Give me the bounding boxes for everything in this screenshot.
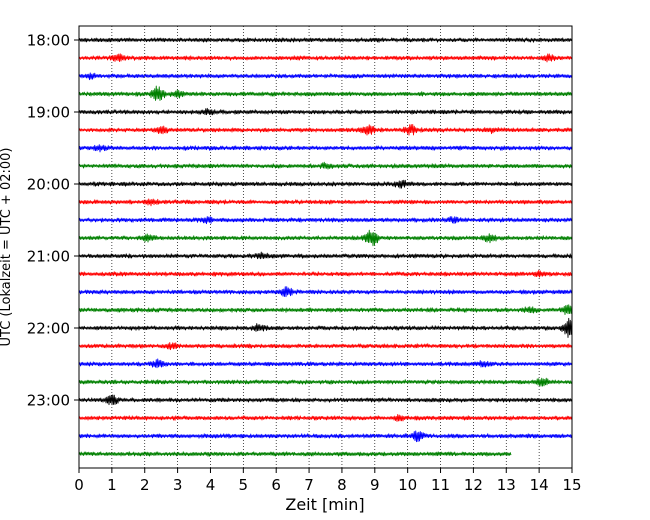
trace-2000 bbox=[78, 179, 573, 189]
x-tick-label-11: 11 bbox=[431, 476, 450, 494]
x-axis-label: Zeit [min] bbox=[285, 495, 364, 514]
x-tick-label-2: 2 bbox=[140, 476, 150, 494]
x-tick-label-15: 15 bbox=[562, 476, 581, 494]
x-tick-label-8: 8 bbox=[337, 476, 347, 494]
x-tick-label-14: 14 bbox=[530, 476, 549, 494]
y-axis-label: UTC (Lokalzeit = UTC + 02:00) bbox=[0, 148, 14, 347]
x-tick-label-12: 12 bbox=[464, 476, 483, 494]
y-tick-label-1800: 18:00 bbox=[27, 32, 70, 50]
trace-1930 bbox=[78, 144, 573, 153]
trace-2300 bbox=[78, 394, 573, 406]
trace-2130 bbox=[78, 286, 573, 298]
trace-1945 bbox=[78, 161, 573, 170]
trace-2200 bbox=[78, 317, 573, 338]
trace-2145 bbox=[78, 304, 573, 316]
y-tick-label-1900: 19:00 bbox=[27, 104, 70, 122]
trace-1900 bbox=[78, 107, 573, 116]
trace-2115 bbox=[78, 269, 573, 278]
trace-layer bbox=[78, 37, 573, 457]
trace-2330 bbox=[78, 430, 573, 443]
y-tick-label-2300: 23:00 bbox=[27, 392, 70, 410]
trace-1830 bbox=[78, 72, 573, 81]
trace-2015 bbox=[78, 198, 573, 207]
x-tick-label-7: 7 bbox=[304, 476, 314, 494]
x-tick-label-3: 3 bbox=[173, 476, 183, 494]
trace-2345 bbox=[78, 451, 512, 457]
trace-1815 bbox=[78, 53, 573, 63]
x-tick-label-9: 9 bbox=[370, 476, 380, 494]
x-tick-label-4: 4 bbox=[206, 476, 216, 494]
trace-1845 bbox=[78, 85, 573, 101]
plot-frame bbox=[78, 25, 573, 469]
trace-2315 bbox=[78, 414, 573, 422]
trace-2215 bbox=[78, 342, 573, 351]
x-tick-label-13: 13 bbox=[497, 476, 516, 494]
x-tick-label-0: 0 bbox=[74, 476, 84, 494]
axis-layer: 0 1 2 3 4 5 6 7 8 9 10 11 12 13 14 1518:0019:0020:0021:… bbox=[27, 25, 582, 494]
trace-2045 bbox=[78, 229, 573, 247]
y-tick-label-2000: 20:00 bbox=[27, 176, 70, 194]
x-tick-label-10: 10 bbox=[398, 476, 417, 494]
trace-2230 bbox=[78, 358, 573, 369]
x-tick-label-5: 5 bbox=[239, 476, 249, 494]
trace-2100 bbox=[78, 251, 573, 260]
x-tick-label-6: 6 bbox=[271, 476, 281, 494]
y-tick-label-2200: 22:00 bbox=[27, 320, 70, 338]
trace-2245 bbox=[78, 377, 573, 387]
trace-1915 bbox=[78, 124, 573, 136]
x-tick-label-1: 1 bbox=[107, 476, 117, 494]
y-tick-label-2100: 21:00 bbox=[27, 248, 70, 266]
trace-2030 bbox=[78, 216, 573, 225]
trace-1800 bbox=[78, 37, 573, 43]
